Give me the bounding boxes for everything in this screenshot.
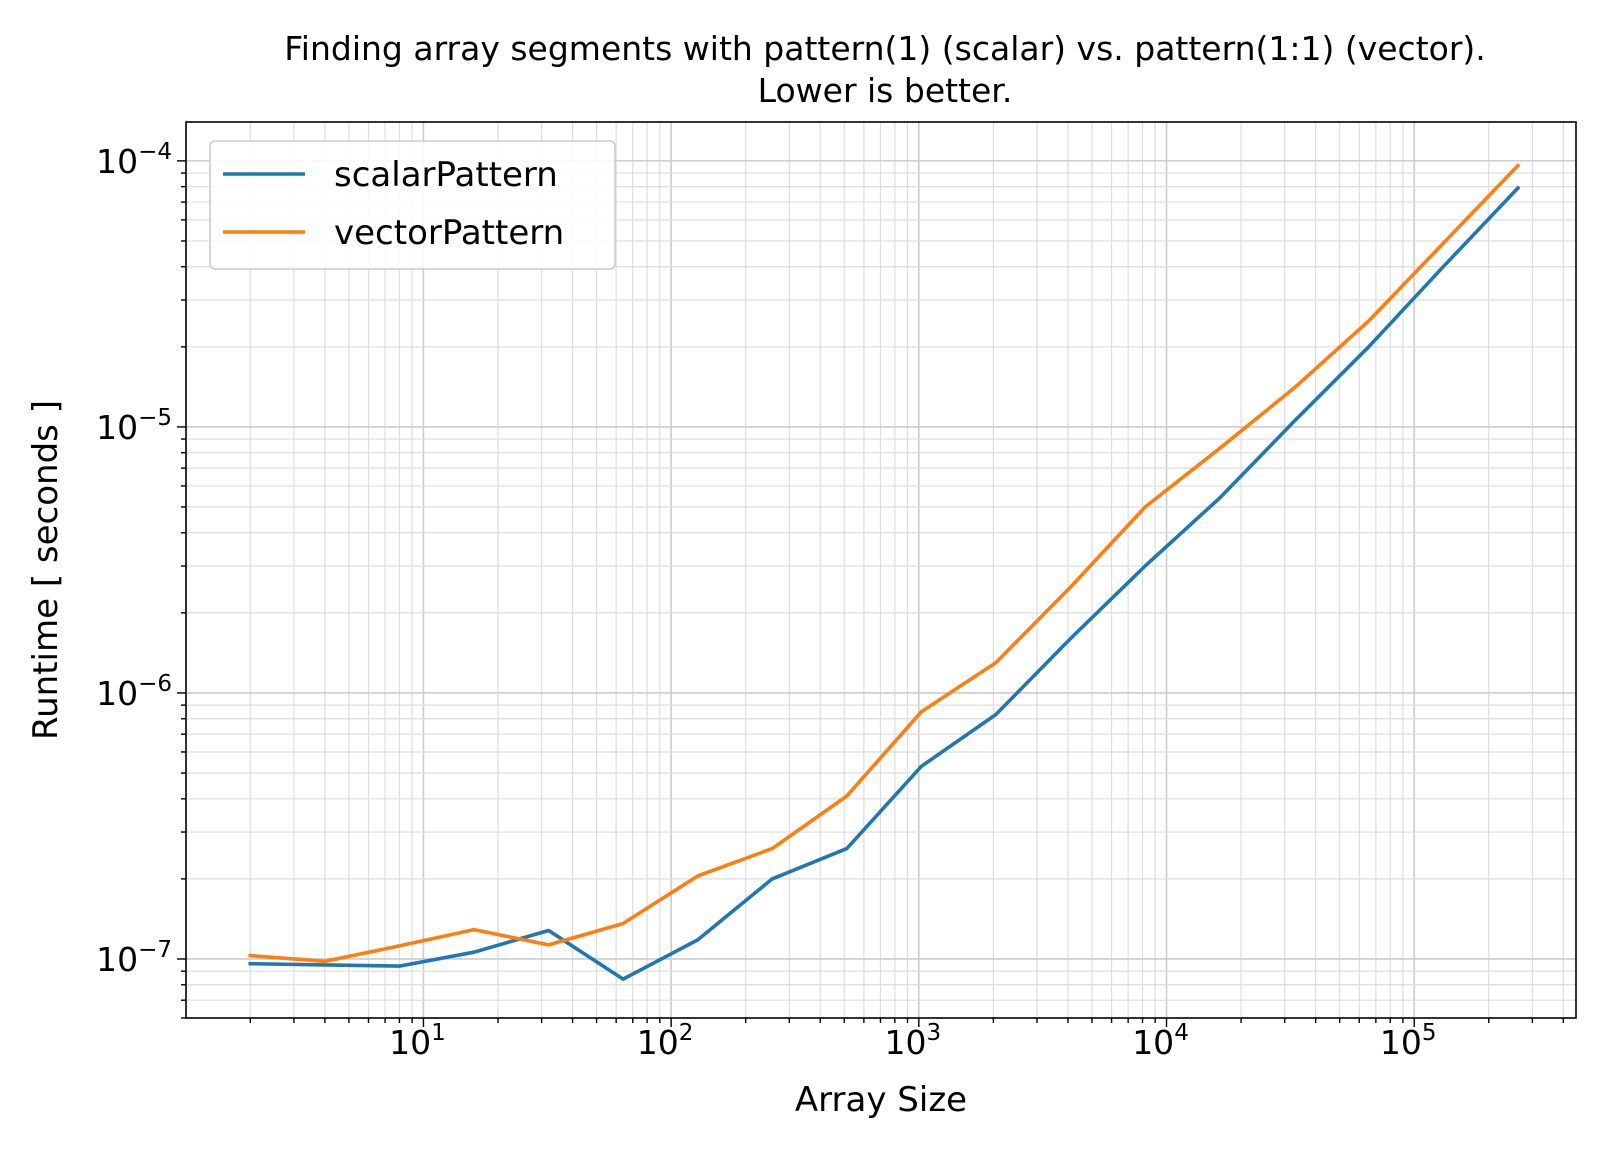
x-tick-label: 102 <box>637 1020 694 1062</box>
series-line-vectorPattern <box>248 163 1521 964</box>
legend-label-vectorPattern: vectorPattern <box>334 213 564 253</box>
chart-subtitle: Lower is better. <box>758 71 1013 110</box>
legend-label-scalarPattern: scalarPattern <box>334 155 558 195</box>
ticks-layer: 101 102 103 104 105 10−7 10−6 10−5 10−4 <box>96 139 1565 1062</box>
x-tick-label: 101 <box>389 1020 446 1062</box>
series-layer <box>248 163 1521 981</box>
chart-title: Finding array segments with pattern(1) (… <box>284 29 1486 68</box>
y-tick-label: 10−4 <box>96 139 172 181</box>
legend-box <box>209 140 616 270</box>
y-tick-label: 10−7 <box>96 937 172 979</box>
y-tick-label: 10−6 <box>96 671 172 713</box>
x-axis-label: Array Size <box>795 1080 967 1120</box>
series-line-scalarPattern <box>248 185 1521 981</box>
x-tick-label: 104 <box>1132 1020 1189 1062</box>
grid-layer <box>186 122 1576 1019</box>
y-tick-label: 10−5 <box>96 405 172 447</box>
x-tick-label: 105 <box>1380 1020 1437 1062</box>
legend: scalarPattern vectorPattern <box>209 140 616 270</box>
x-tick-label: 103 <box>885 1020 942 1062</box>
y-axis-label: Runtime [ seconds ] <box>26 400 66 740</box>
